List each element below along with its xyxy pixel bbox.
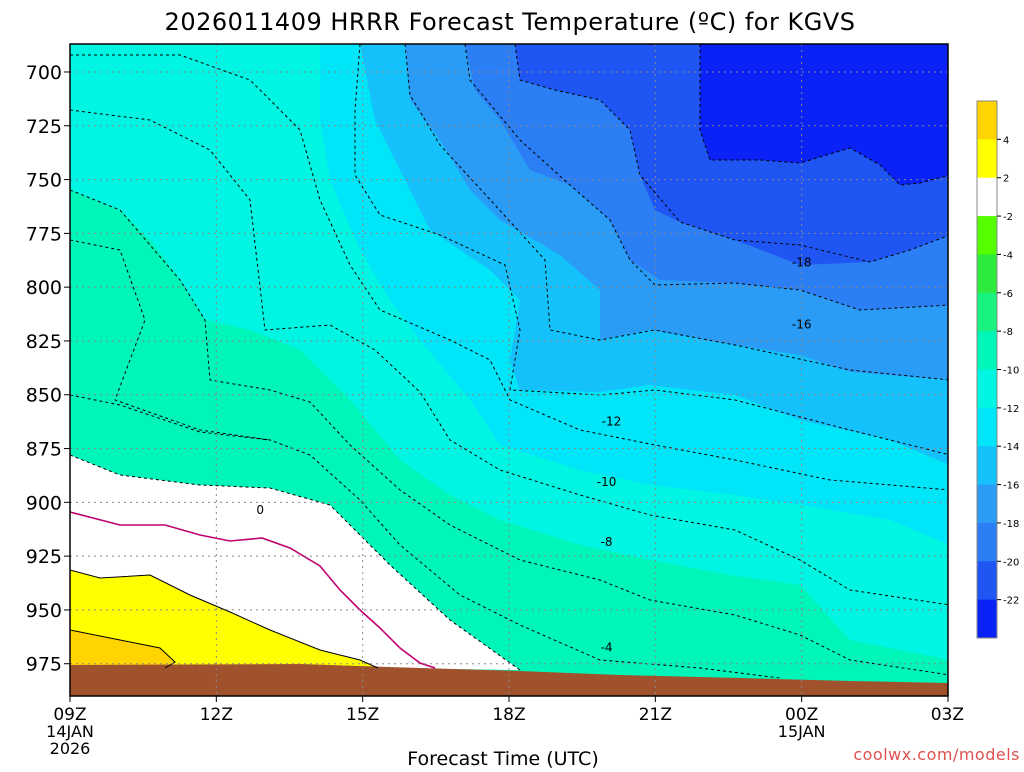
y-tick-label: 925 [26,546,62,568]
contour-line [70,54,948,491]
x-tick-label: 00Z [785,705,818,725]
contour-line [514,44,948,263]
contour-label: -18 [792,255,812,269]
x-tick-label: 21Z [639,705,672,725]
colorbar-tick-label: -8 [1003,327,1013,338]
colorbar-swatch [977,292,997,332]
contour-label: 0 [256,503,264,517]
x-tick-year: 2026 [50,739,91,758]
colorbar-tick-label: -18 [1003,519,1019,530]
colorbar-swatch [977,369,997,409]
colorbar-tick-label: -4 [1003,250,1013,261]
colorbar-swatch [977,177,997,217]
colorbar-swatch [977,139,997,179]
y-tick-label: 950 [26,600,62,622]
x-tick-label: 15Z [346,705,379,725]
colorbar-tick-label: -10 [1003,366,1019,377]
colorbar-tick-label: -12 [1003,404,1019,415]
colorbar-tick-label: -22 [1003,596,1019,607]
y-tick-label: 825 [26,331,62,353]
fill-band-cold-22 [550,44,948,185]
two-degree-line [70,569,379,669]
contour-label: -12 [602,415,622,429]
contour-label: -10 [597,475,617,489]
colorbar-tick-label: -14 [1003,442,1019,453]
contour-line [699,44,948,186]
y-tick-label: 900 [26,492,62,514]
contour-line [70,394,781,679]
x-tick-label: 03Z [931,705,964,725]
colorbar-swatch [977,446,997,486]
x-tick-date: 14JAN [46,722,94,741]
colorbar-tick-label: -20 [1003,557,1019,568]
colorbar-tick-label: -16 [1003,481,1019,492]
colorbar-tick-label: 4 [1003,135,1009,146]
contour-line [70,454,521,671]
contour-line [70,189,948,676]
y-tick-label: 750 [26,170,62,192]
x-tick-label: 18Z [492,705,525,725]
x-tick-label: 12Z [200,705,233,725]
fill-band-warm-4 [70,630,175,668]
chart-title: 2026011409 HRRR Forecast Temperature (ºC… [165,8,856,36]
contour-line [404,44,948,381]
x-tick-label: 09Z [53,705,86,725]
y-tick-label: 800 [26,277,62,299]
colorbar-swatch [977,331,997,370]
contour-line [464,44,948,311]
y-tick-label: 850 [26,385,62,407]
y-tick-label: 975 [26,654,62,676]
colorbar-swatch [977,599,997,639]
contour-label: -16 [792,318,812,332]
y-tick-label: 875 [26,439,62,461]
contour-label: -4 [601,641,613,655]
colorbar-swatch [977,216,997,255]
colorbar-swatch [977,561,997,601]
colorbar-tick-label: -6 [1003,289,1013,300]
colorbar-tick-label: -2 [1003,212,1013,223]
temperature-fill-regions [70,44,948,696]
credit-label: coolwx.com/models [853,745,1020,764]
colorbar-legend: 4 2 -2 -4 -6 -8 -10 -12 -14 -16 -18 -20 -22 [976,100,1019,639]
colorbar-swatch [977,484,997,524]
gridlines [70,44,948,696]
y-tick-label: 700 [26,62,62,84]
colorbar-swatch [977,407,997,447]
colorbar-swatch [977,254,997,294]
plot-area: -18 -16 -12 -10 -8 -4 0 [70,44,948,696]
zero-isotherm [70,511,436,669]
colorbar-tick-label: 2 [1003,174,1009,185]
y-axis: 700 725 750 775 800 825 850 875 900 925 950 975 [26,62,70,676]
contour-lines [70,44,948,679]
four-degree-line [70,629,176,669]
contour-line [70,109,948,606]
x-axis-label: Forecast Time (UTC) [407,748,598,768]
x-tick-date: 15JAN [778,722,826,741]
solid-contours [70,511,436,669]
contour-line [70,239,271,441]
contour-labels: -18 -16 -12 -10 -8 -4 0 [256,255,812,655]
y-tick-label: 775 [26,223,62,245]
fill-band-warm-2 [70,570,378,668]
contour-label: -8 [601,535,613,549]
colorbar-swatch [977,101,997,140]
colorbar-swatch [977,522,997,562]
contour-line [354,44,948,456]
y-tick-label: 725 [26,116,62,138]
